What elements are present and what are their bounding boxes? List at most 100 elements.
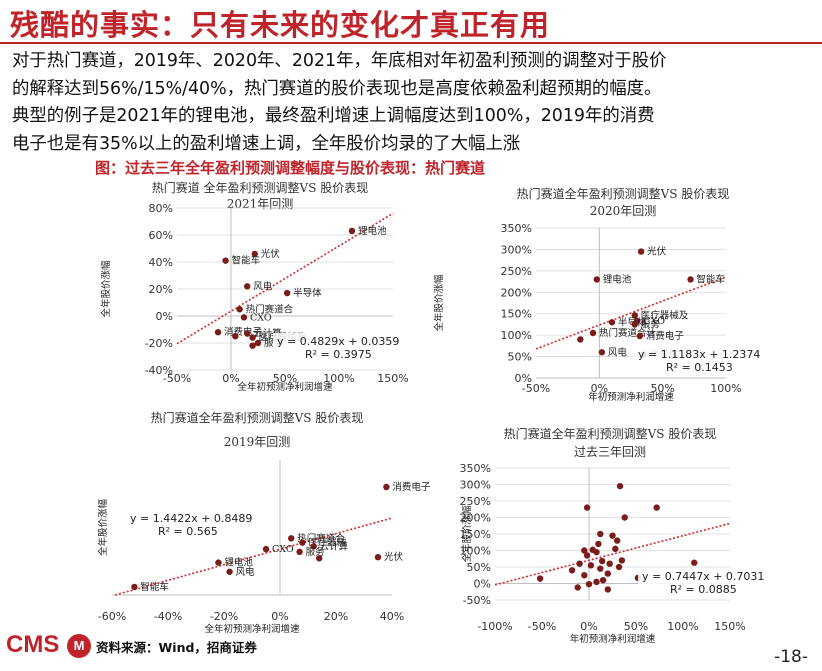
y-tick-label: 40%	[149, 256, 173, 269]
x-axis-label: 年初预测净利润增速	[588, 391, 674, 403]
data-point	[616, 482, 624, 490]
data-point	[251, 250, 258, 258]
trend-line	[535, 276, 727, 350]
x-tick-label: 100%	[667, 620, 698, 633]
data-point	[614, 537, 621, 544]
data-label: 热门赛道合	[297, 532, 345, 544]
data-point	[691, 559, 698, 566]
data-label: 热门赛道合	[246, 303, 294, 315]
data-point	[604, 570, 611, 577]
data-point	[226, 568, 233, 575]
data-point	[597, 565, 604, 572]
data-point	[244, 283, 251, 290]
data-point	[240, 314, 248, 321]
data-point	[653, 504, 660, 511]
data-label: 光伏	[647, 246, 667, 258]
x-tick-label: 50%	[624, 620, 648, 633]
chart-2020: 热门赛道全年盈利预测调整VS 股价表现 2020年回测 0% 50% 100% 150% 2…	[433, 186, 760, 403]
x-tick-label: 0%	[271, 610, 288, 623]
data-label: 智能车	[140, 581, 169, 593]
equation-backdrop	[273, 333, 391, 361]
data-label: 风电	[253, 280, 273, 292]
x-tick-label: 20%	[324, 610, 348, 623]
data-point	[618, 557, 626, 564]
chart-subtitle: 2021年回测	[227, 197, 294, 211]
data-label: CXO	[272, 544, 294, 555]
y-tick-label: 100%	[460, 545, 491, 558]
y-tick-label: 0%	[474, 578, 491, 591]
x-tick-label: 100%	[710, 382, 741, 395]
regression-equation: y = 1.4422x + 0.8489	[130, 512, 252, 525]
x-tick-label: -50%	[522, 382, 550, 395]
x-axis-label: 全年初预测净利润增速	[204, 623, 300, 635]
data-point	[254, 339, 262, 347]
data-point	[244, 330, 251, 337]
x-tick-label: 50%	[273, 372, 297, 385]
regression-equation: y = 0.7447x + 0.7031	[642, 570, 764, 583]
data-point	[288, 535, 295, 542]
data-point	[593, 578, 600, 586]
r-squared: R² = 0.0885	[670, 583, 737, 596]
data-point	[609, 532, 616, 539]
x-tick-label: -40%	[154, 610, 182, 623]
equation-backdrop	[638, 568, 756, 596]
equation-backdrop	[634, 346, 752, 374]
x-tick-label: -50%	[528, 620, 556, 633]
data-point	[598, 349, 606, 356]
chart-subtitle: 过去三年回测	[574, 445, 646, 459]
data-point	[348, 227, 356, 235]
data-label: CXO	[643, 316, 665, 327]
data-label: 锂电池	[358, 225, 387, 237]
data-point	[636, 332, 644, 340]
data-point	[593, 548, 600, 556]
data-point	[296, 548, 303, 555]
paragraph-line: 对于热门赛道，2019年、2020年、2021年，年底相对年初盈利预测的调整对于…	[12, 51, 667, 71]
data-point	[374, 554, 382, 561]
data-label: 风电	[236, 566, 256, 578]
r-squared: R² = 0.3975	[305, 348, 372, 361]
x-tick-label: 100%	[323, 372, 354, 385]
data-point	[593, 276, 600, 283]
x-axis-label: 年初预测净利润增速	[570, 633, 656, 645]
y-axis-label: 全年股价涨幅	[97, 499, 109, 557]
x-tick-label: -50%	[163, 372, 191, 385]
x-tick-label: -20%	[210, 610, 238, 623]
data-label: 消费电子	[392, 481, 431, 493]
data-point	[583, 504, 591, 511]
data-point	[249, 334, 256, 341]
x-tick-label: 150%	[377, 372, 408, 385]
r-squared: R² = 0.565	[158, 525, 218, 538]
y-axis-label: 全年股价涨幅	[461, 505, 473, 563]
y-tick-label: 350%	[460, 462, 491, 475]
cms-logo-mark: M	[67, 634, 91, 658]
y-tick-label: 250%	[460, 495, 491, 508]
paragraph-line: 电子也是有35%以上的盈利增速上调，全年股价均录的了大幅上涨	[12, 133, 521, 154]
data-point	[604, 586, 611, 593]
data-point	[598, 557, 606, 565]
data-point	[621, 514, 628, 521]
data-point	[587, 562, 595, 569]
regression-equation: y = 1.1183x + 1.2374	[638, 348, 760, 361]
data-point	[249, 342, 256, 349]
data-point	[232, 333, 239, 340]
data-label: 光伏	[261, 248, 281, 260]
data-label: 智能车	[697, 273, 726, 285]
x-tick-label: -100%	[477, 620, 512, 633]
x-tick-label: 40%	[380, 610, 404, 623]
data-point	[310, 543, 317, 550]
y-tick-label: 100%	[501, 329, 532, 342]
y-tick-label: 150%	[460, 528, 491, 541]
data-point	[383, 483, 390, 491]
data-point	[631, 321, 638, 328]
data-label: 智能车	[232, 255, 261, 267]
data-point	[595, 540, 602, 548]
data-point	[576, 560, 583, 567]
data-point	[215, 559, 222, 566]
y-tick-label: -20%	[145, 337, 173, 350]
data-point	[581, 547, 588, 554]
x-tick-label: -60%	[98, 610, 126, 623]
data-label: 医疗器械及	[641, 309, 689, 321]
data-point	[608, 319, 616, 326]
data-point	[262, 545, 270, 553]
